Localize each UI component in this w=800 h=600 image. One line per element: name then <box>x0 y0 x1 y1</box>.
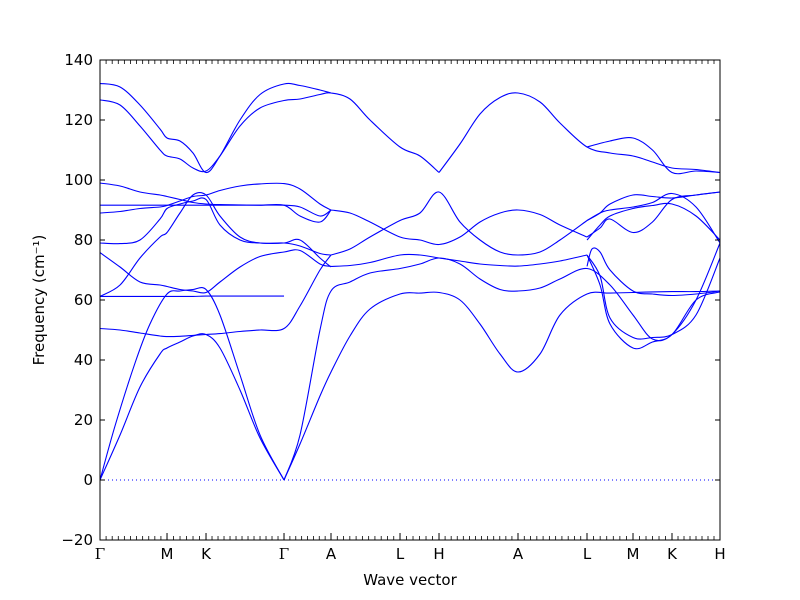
y-tick-label: 20 <box>74 411 93 429</box>
x-tick-label: H <box>433 545 444 563</box>
band-line-12 <box>100 204 332 217</box>
x-tick-label: M <box>161 545 174 563</box>
y-tick-label: −20 <box>61 531 93 549</box>
x-tick-label: Γ <box>279 545 289 563</box>
x-tick-label: L <box>583 545 592 563</box>
y-tick-label: 80 <box>74 231 93 249</box>
band-line-17 <box>586 254 721 340</box>
y-tick-label: 100 <box>64 171 93 189</box>
band-line-14 <box>330 191 588 256</box>
band-line-26 <box>586 137 721 175</box>
y-tick-label: 120 <box>64 111 93 129</box>
x-tick-label: L <box>396 545 405 563</box>
x-tick-label: A <box>513 545 524 563</box>
band-line-22 <box>586 191 721 221</box>
band-line-19 <box>586 202 721 241</box>
band-line-10 <box>99 182 332 214</box>
y-axis-ticks: −20 0 20 40 60 80 100 120 140 <box>61 51 720 549</box>
band-line-15 <box>330 209 588 246</box>
y-tick-label: 60 <box>74 291 93 309</box>
y-axis-title: Frequency (cm⁻¹) <box>30 235 48 366</box>
band-line-18 <box>586 242 721 350</box>
x-tick-label: H <box>714 545 725 563</box>
band-line-11 <box>99 182 332 223</box>
y-tick-label: 40 <box>74 351 93 369</box>
band-line-7 <box>99 249 332 294</box>
band-line-25 <box>438 92 721 174</box>
x-tick-label: A <box>326 545 337 563</box>
band-line-3 <box>283 290 721 481</box>
band-line-6 <box>99 254 332 338</box>
band-lines <box>99 82 721 481</box>
band-line-4 <box>283 257 721 481</box>
band-line-9 <box>99 197 332 268</box>
x-tick-label: K <box>201 545 212 563</box>
y-tick-label: 140 <box>64 51 93 69</box>
band-line-16 <box>586 247 721 297</box>
band-line-2 <box>99 333 285 481</box>
x-axis-title: Wave vector <box>363 571 457 589</box>
x-tick-label: K <box>667 545 678 563</box>
band-line-24 <box>99 82 332 174</box>
y-tick-label: 0 <box>83 471 93 489</box>
x-tick-label: M <box>627 545 640 563</box>
x-tick-label: Γ <box>95 545 105 563</box>
band-line-13 <box>330 253 588 267</box>
band-line-23 <box>99 92 440 173</box>
